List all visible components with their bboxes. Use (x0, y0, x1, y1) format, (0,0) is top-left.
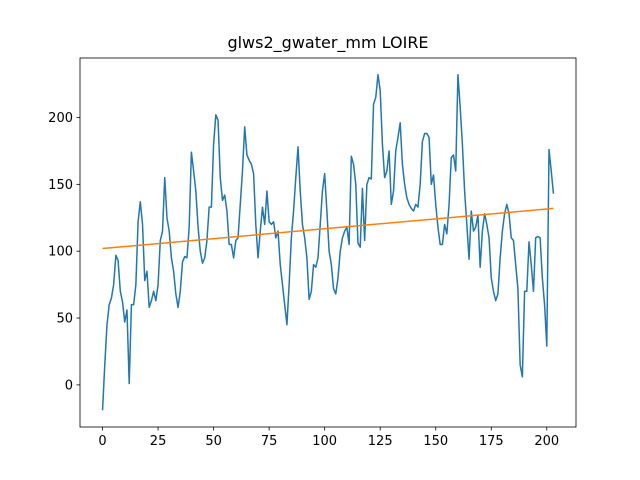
y-tick-label: 50 (56, 312, 73, 327)
x-tick-label: 75 (261, 434, 278, 449)
x-tick-label: 0 (98, 434, 106, 449)
x-tick-label: 175 (479, 434, 504, 449)
y-tick-label: 0 (65, 378, 73, 393)
x-tick-label: 100 (312, 434, 337, 449)
y-tick-label: 150 (48, 178, 73, 193)
x-tick-label: 25 (150, 434, 167, 449)
plot-frame (79, 57, 577, 428)
x-tick-label: 125 (368, 434, 393, 449)
y-tick-label: 200 (48, 111, 73, 126)
x-tick-label: 200 (534, 434, 559, 449)
x-tick-label: 50 (205, 434, 222, 449)
line-series (102, 207, 554, 250)
x-tick-label: 150 (423, 434, 448, 449)
line-series (101, 73, 555, 411)
chart-title: glws2_gwater_mm LOIRE (227, 33, 428, 53)
y-tick-label: 100 (48, 245, 73, 260)
